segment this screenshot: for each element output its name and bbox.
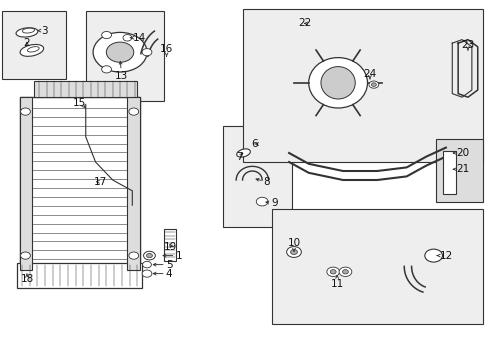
Circle shape: [339, 267, 352, 276]
Ellipse shape: [16, 28, 38, 37]
Text: 8: 8: [256, 177, 270, 187]
Circle shape: [102, 31, 112, 39]
Text: 12: 12: [437, 251, 454, 261]
Text: 15: 15: [73, 98, 86, 108]
Text: 11: 11: [330, 276, 344, 289]
Circle shape: [425, 249, 442, 262]
Text: 24: 24: [363, 69, 377, 79]
Circle shape: [371, 83, 376, 86]
Bar: [2, 11, 66, 79]
Text: 1: 1: [163, 251, 182, 261]
Bar: [272, 209, 483, 324]
Text: 10: 10: [288, 238, 300, 251]
Text: 14: 14: [130, 33, 147, 43]
Circle shape: [142, 49, 152, 56]
Ellipse shape: [27, 47, 39, 52]
Circle shape: [327, 267, 340, 276]
Circle shape: [343, 270, 348, 274]
Circle shape: [142, 270, 152, 277]
Bar: [443, 151, 456, 194]
Text: 6: 6: [251, 139, 259, 149]
Bar: [164, 229, 176, 261]
Circle shape: [129, 108, 139, 115]
Circle shape: [21, 108, 30, 115]
Bar: [17, 263, 142, 288]
Text: 9: 9: [266, 198, 278, 208]
Text: 4: 4: [153, 269, 172, 279]
Text: 5: 5: [153, 260, 172, 270]
Text: 17: 17: [94, 177, 107, 187]
Text: 7: 7: [236, 152, 243, 162]
Bar: [436, 139, 483, 202]
Text: 21: 21: [453, 164, 470, 174]
Circle shape: [123, 35, 132, 41]
Circle shape: [143, 261, 151, 268]
Text: 16: 16: [160, 44, 173, 57]
Bar: [86, 11, 164, 101]
Bar: [34, 81, 137, 97]
Text: 20: 20: [453, 148, 469, 158]
Bar: [223, 126, 292, 227]
Ellipse shape: [321, 67, 355, 99]
Circle shape: [106, 42, 134, 62]
Circle shape: [287, 247, 301, 257]
Circle shape: [330, 270, 336, 274]
Text: 13: 13: [115, 61, 128, 81]
Text: 22: 22: [298, 18, 312, 28]
Ellipse shape: [309, 58, 368, 108]
Text: 23: 23: [461, 40, 475, 50]
Text: 19: 19: [164, 242, 177, 252]
Circle shape: [129, 252, 139, 259]
Circle shape: [21, 252, 30, 259]
Bar: [243, 9, 483, 162]
Ellipse shape: [23, 28, 34, 33]
Circle shape: [256, 197, 268, 206]
Circle shape: [147, 253, 152, 258]
Bar: [20, 97, 32, 270]
Circle shape: [101, 66, 112, 73]
Text: 2: 2: [24, 38, 30, 48]
Circle shape: [291, 249, 297, 255]
Text: 18: 18: [20, 274, 34, 284]
Bar: [20, 97, 140, 270]
Circle shape: [369, 81, 379, 88]
Ellipse shape: [237, 149, 250, 157]
Circle shape: [144, 251, 155, 260]
Bar: [127, 97, 140, 270]
Circle shape: [93, 32, 147, 72]
Ellipse shape: [20, 45, 44, 56]
Text: 3: 3: [38, 26, 48, 36]
